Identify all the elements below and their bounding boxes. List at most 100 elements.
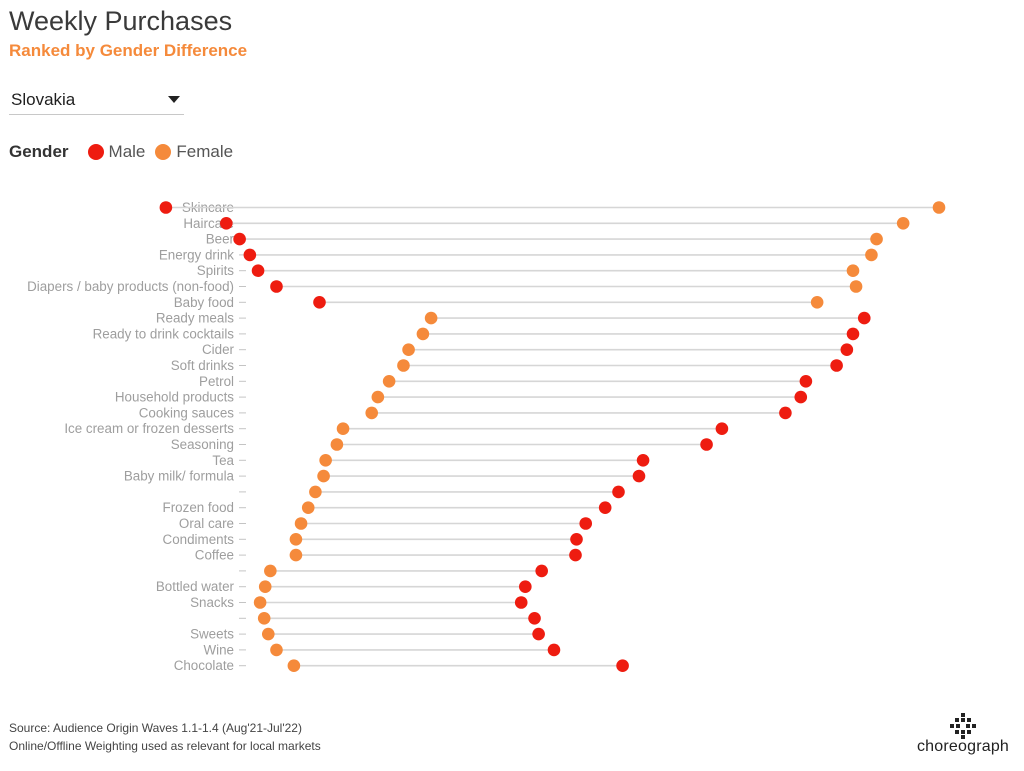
male-point[interactable] [799, 375, 813, 388]
category-label: Beer [206, 232, 235, 247]
female-point[interactable] [319, 454, 332, 467]
female-point[interactable] [365, 406, 379, 420]
category-label: Diapers / baby products (non-food) [27, 279, 234, 294]
female-point[interactable] [261, 627, 275, 641]
category-label: Baby milk/ formula [124, 469, 235, 484]
male-point[interactable] [840, 343, 854, 356]
female-point[interactable] [294, 517, 308, 530]
male-point[interactable] [598, 501, 612, 514]
female-point[interactable] [301, 501, 315, 514]
male-point[interactable] [632, 469, 646, 483]
male-dot-icon [87, 144, 104, 160]
category-label: Tea [212, 453, 234, 468]
choreograph-logo: choreograph [910, 712, 1016, 760]
female-point[interactable] [416, 327, 430, 341]
male-point[interactable] [579, 517, 593, 530]
female-point[interactable] [289, 533, 303, 546]
male-point[interactable] [570, 533, 583, 546]
female-point[interactable] [289, 548, 303, 562]
category-label: Spirits [197, 263, 235, 278]
caret-down-icon[interactable] [168, 96, 180, 103]
legend-item-male[interactable]: Male [87, 142, 146, 162]
category-label: Bottled water [156, 579, 235, 594]
female-point[interactable] [402, 343, 415, 356]
male-point[interactable] [514, 596, 528, 609]
category-label: Household products [115, 390, 234, 405]
female-point[interactable] [253, 596, 267, 609]
female-point[interactable] [382, 375, 396, 388]
male-point[interactable] [159, 201, 173, 214]
male-point[interactable] [528, 612, 541, 625]
male-point[interactable] [700, 438, 713, 451]
male-point[interactable] [220, 217, 233, 230]
female-point[interactable] [270, 643, 283, 657]
logo-mark-icon [950, 713, 976, 739]
male-point[interactable] [243, 248, 257, 262]
category-label: Frozen food [163, 500, 234, 515]
male-point[interactable] [519, 580, 532, 593]
male-point[interactable] [532, 627, 545, 641]
category-label: Sweets [190, 627, 234, 642]
category-label: Ready meals [156, 311, 234, 326]
female-point[interactable] [849, 280, 863, 293]
country-dropdown[interactable]: Slovakia [9, 84, 184, 115]
category-label: Ice cream or frozen desserts [64, 421, 234, 436]
female-point[interactable] [865, 248, 878, 262]
male-point[interactable] [251, 264, 265, 277]
legend-title: Gender [9, 142, 69, 161]
male-point[interactable] [616, 659, 629, 672]
male-point[interactable] [547, 643, 561, 657]
category-label: Ready to drink cocktails [93, 326, 235, 341]
male-point[interactable] [830, 359, 843, 372]
female-point[interactable] [257, 612, 271, 625]
female-point[interactable] [424, 311, 438, 325]
female-point[interactable] [896, 217, 910, 230]
page-subtitle: Ranked by Gender Difference [9, 41, 248, 60]
female-point[interactable] [810, 296, 824, 309]
male-point[interactable] [779, 406, 792, 420]
female-point[interactable] [309, 485, 322, 499]
legend-item-female[interactable]: Female [155, 142, 233, 162]
male-point[interactable] [313, 296, 326, 309]
male-point[interactable] [612, 485, 625, 499]
female-point[interactable] [932, 201, 946, 214]
female-point[interactable] [371, 390, 385, 404]
female-point[interactable] [397, 359, 410, 372]
category-label: Baby food [174, 295, 234, 310]
female-point[interactable] [258, 580, 272, 593]
male-point[interactable] [846, 327, 860, 341]
female-point[interactable] [330, 438, 344, 451]
legend: Gender Male Female [9, 141, 243, 163]
female-point[interactable] [846, 264, 860, 277]
category-label: Chocolate [174, 658, 234, 673]
category-label: Wine [203, 642, 234, 657]
female-point[interactable] [287, 659, 301, 672]
male-point[interactable] [636, 454, 650, 467]
male-point[interactable] [715, 422, 729, 435]
source-note: Source: Audience Origin Waves 1.1-1.4 (A… [9, 719, 321, 755]
male-point[interactable] [857, 311, 871, 325]
female-point[interactable] [870, 232, 883, 246]
male-point[interactable] [270, 280, 283, 293]
female-point[interactable] [264, 564, 277, 578]
category-label: Coffee [195, 548, 234, 563]
female-dot-icon [155, 144, 172, 160]
source-line-2: Online/Offline Weighting used as relevan… [9, 739, 321, 753]
country-dropdown-value: Slovakia [11, 90, 76, 109]
category-label: Oral care [179, 516, 234, 531]
female-point[interactable] [336, 422, 350, 435]
page-title: Weekly Purchases [9, 6, 233, 36]
category-label: Seasoning [171, 437, 234, 452]
category-label: Cider [202, 342, 235, 357]
category-label: Snacks [190, 595, 234, 610]
source-line-1: Source: Audience Origin Waves 1.1-1.4 (A… [9, 721, 302, 735]
male-point[interactable] [794, 390, 808, 404]
male-point[interactable] [535, 564, 548, 578]
male-point[interactable] [233, 232, 246, 246]
category-label: Petrol [199, 374, 234, 389]
category-label: Energy drink [159, 247, 234, 262]
legend-label-male: Male [108, 142, 146, 161]
female-point[interactable] [317, 469, 330, 483]
male-point[interactable] [569, 548, 582, 562]
